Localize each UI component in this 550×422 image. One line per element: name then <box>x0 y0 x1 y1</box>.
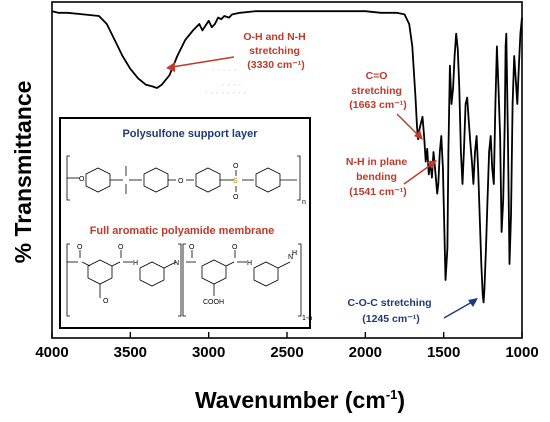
pa-bracket-2-left <box>182 243 186 317</box>
inset-title-polysulfone: Polysulfone support layer <box>122 128 258 140</box>
pa-nitrogen-3: H <box>247 260 252 267</box>
y-axis-title: % Transmittance <box>10 81 36 264</box>
x-tick-label: 3500 <box>114 344 147 361</box>
pa-oxygen-4: O <box>232 244 238 251</box>
pa-bracket-1-left <box>66 243 70 317</box>
x-tick-label: 2500 <box>270 344 303 361</box>
pa-nitrogen-2: N <box>174 260 179 267</box>
inset-frame <box>59 117 311 329</box>
x-tick-label: 1500 <box>427 344 460 361</box>
annotation-co-line3: (1663 cm⁻¹) <box>349 99 406 111</box>
pa-bond-2 <box>111 261 121 267</box>
spectrum-line <box>51 10 523 304</box>
ps-oxygen-4: O <box>233 194 239 201</box>
x-tick-label: 2000 <box>349 344 382 361</box>
annotation-oh-nh-arrowhead <box>166 62 175 72</box>
annotation-nh-bend-arrowhead <box>427 160 437 169</box>
svg-text:· · · · ·: · · · · · <box>212 65 237 75</box>
pa-bracket-2-right <box>298 243 302 317</box>
ps-oxygen-2: O <box>178 178 184 185</box>
annotation-coc-arrowhead <box>468 298 478 307</box>
annotation-oh-nh-arrow <box>171 56 235 68</box>
svg-text:O-H and N-H stretching: O-H and N-H stretching (3330 cm⁻¹) <box>243 31 308 71</box>
pa-subscript-1-n: 1-n <box>302 315 312 322</box>
annotation-coc-arrow <box>443 301 473 319</box>
ps-sulfur: S <box>233 178 238 185</box>
svg-text:N-H in plane bending: N-H in plane bending (1541 cm⁻¹) <box>346 156 410 198</box>
pa-nitrogen-4-h: H <box>292 250 297 257</box>
annotation-coc: C-O-C stretching (1245 cm⁻¹) <box>348 297 478 325</box>
annotation-nh-bend: N-H in plane bending (1541 cm⁻¹) <box>346 156 437 198</box>
x-tick-label: 3000 <box>192 344 225 361</box>
x-axis-title-main: Wavenumber (cm <box>195 387 386 413</box>
pa-nitrogen-4: N <box>288 254 293 261</box>
annotation-oh-nh-line1: O-H and N-H <box>243 31 305 43</box>
annotation-coc-line1: C-O-C stretching <box>348 297 432 309</box>
annotation-co-arrow <box>396 113 420 137</box>
svg-text:C-O-C stretching (1245 c: C-O-C stretching (1245 cm⁻¹) <box>348 297 435 325</box>
annotation-oh-nh-line2: stretching <box>249 45 300 57</box>
background-residue: · · · · · · · · · · · · · · · · · <box>205 65 246 98</box>
svg-text:C=O stretching (16: C=O stretching (1663 cm⁻¹) <box>349 70 406 111</box>
ps-ring-3 <box>195 167 221 193</box>
annotation-nh-bend-line2: bending <box>356 171 397 183</box>
ps-oxygen-3: O <box>233 163 239 170</box>
x-axis-title: Wavenumber (cm-1) <box>195 387 405 413</box>
annotation-oh-nh-line3: (3330 cm⁻¹) <box>247 59 304 71</box>
annotation-nh-bend-arrow <box>403 163 433 185</box>
ps-ring-2 <box>143 167 169 193</box>
x-tick-label: 1000 <box>505 344 538 361</box>
x-axis-ticks: 4000 3500 3000 2500 2000 1500 1000 <box>35 332 539 361</box>
annotation-nh-bend-line3: (1541 cm⁻¹) <box>349 186 406 198</box>
annotation-nh-bend-line1: N-H in plane <box>346 156 407 168</box>
ps-ring-4 <box>255 167 281 193</box>
annotation-oh-nh: O-H and N-H stretching (3330 cm⁻¹) <box>166 31 308 72</box>
annotation-co-line2: stretching <box>351 85 402 97</box>
x-axis-title-tail: ) <box>397 387 405 413</box>
polyamide-structure <box>66 243 302 317</box>
x-tick-label: 4000 <box>35 344 68 361</box>
pa-oxygen-1: O <box>77 244 83 251</box>
annotation-co-line1: C=O <box>366 70 388 82</box>
inset-structure-box: Polysulfone support layer Full aromatic … <box>59 117 312 329</box>
pa-pendant-oxygen: O <box>103 298 109 305</box>
inset-title-polyamide: Full aromatic polyamide membrane <box>90 225 275 237</box>
pa-bond-8 <box>277 261 291 269</box>
annotation-co: C=O stretching (1663 cm⁻¹) <box>349 70 423 140</box>
pa-bond-4 <box>163 261 177 269</box>
ps-ring-1 <box>85 167 111 193</box>
x-axis-title-sup: -1 <box>386 387 398 402</box>
svg-text:· · · · · · · ·: · · · · · · · · <box>205 88 246 98</box>
pa-nitrogen-1: H <box>133 260 138 267</box>
pa-oxygen-3: O <box>189 244 195 251</box>
annotation-co-arrowhead <box>414 130 423 140</box>
svg-text:· · · ·: · · · · <box>222 80 242 90</box>
ps-bracket-right <box>297 155 301 201</box>
pa-cooh: COOH <box>203 299 224 306</box>
pa-bond-6 <box>225 261 235 267</box>
polysulfone-structure <box>66 155 301 201</box>
annotation-coc-line2: (1245 cm⁻¹) <box>362 313 419 325</box>
pa-oxygen-2: O <box>118 244 124 251</box>
pa-bracket-1-right <box>178 243 182 317</box>
pa-bond-1 <box>81 261 91 267</box>
ps-subscript-n: n <box>302 199 306 206</box>
ps-oxygen-1: O <box>79 176 85 183</box>
